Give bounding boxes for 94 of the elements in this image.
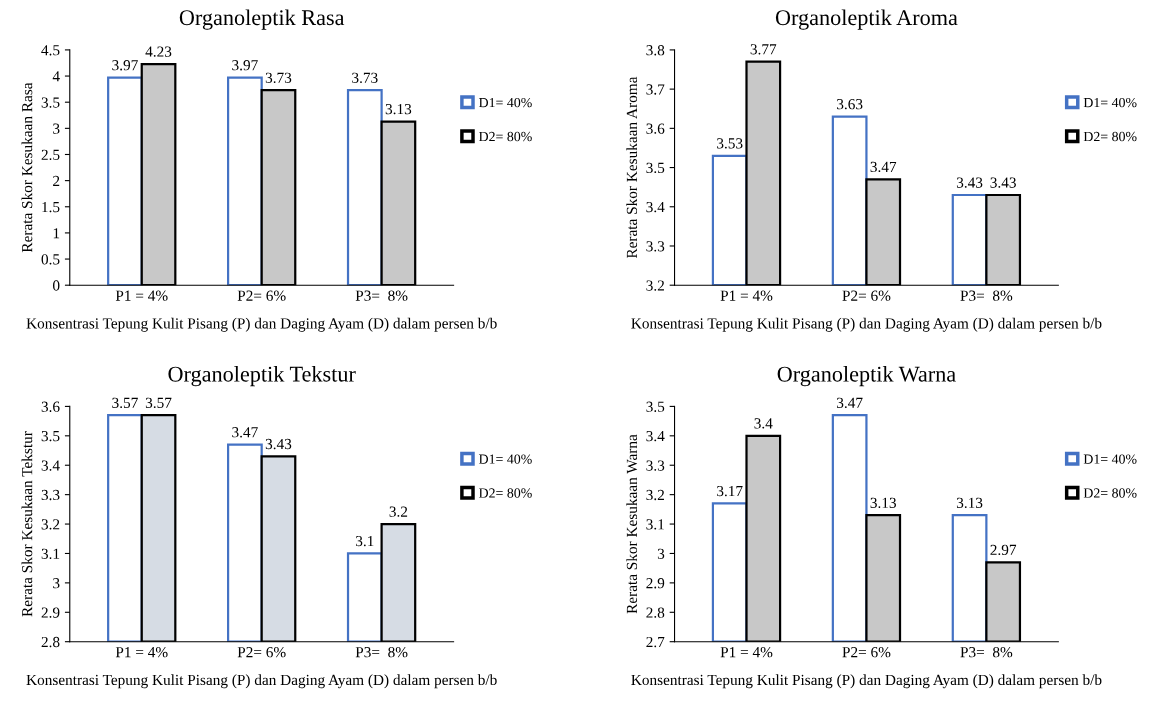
y-tick-label: 2: [53, 175, 60, 186]
y-axis-title: Rerata Skor Kesukaan Aroma: [626, 76, 638, 259]
y-tick-label: 2.9: [646, 578, 665, 589]
y-tick-label: 3: [53, 123, 60, 134]
data-label: 3.63: [837, 99, 863, 110]
y-tick-label: 4.5: [41, 45, 60, 56]
x-tick-label: P3= 8%: [960, 647, 1013, 658]
x-axis-title: Konsentrasi Tepung Kulit Pisang (P) dan Daging Ayam (D) dalam persen b/b: [631, 317, 1102, 332]
x-tick-label: P1 = 4%: [720, 647, 773, 658]
y-tick-label: 0: [53, 280, 60, 291]
data-label: 2.97: [990, 544, 1017, 556]
x-tick-label: P1 = 4%: [115, 647, 168, 658]
y-tick-label: 3.1: [646, 519, 664, 530]
data-label: 3.47: [232, 427, 258, 438]
x-tick-label: P2= 6%: [842, 647, 891, 658]
bar: [226, 76, 263, 286]
y-tick-label: 1: [53, 228, 60, 239]
x-axis-title: Konsentrasi Tepung Kulit Pisang (P) dan Daging Ayam (D) dalam persen b/b: [26, 317, 497, 332]
data-label: 3.97: [232, 60, 258, 71]
data-label: 3.77: [750, 44, 777, 55]
legend-label: D1= 40%: [478, 454, 532, 464]
data-label: 3.43: [990, 177, 1016, 188]
data-label: 3.57: [145, 397, 172, 409]
legend-label: D2= 80%: [478, 131, 532, 142]
legend-label: D2= 80%: [478, 488, 532, 498]
y-tick-label: 3.5: [646, 162, 665, 174]
y-tick-label: 0.5: [41, 254, 60, 265]
x-tick-label: P3= 8%: [960, 290, 1013, 301]
y-tick-label: 2.8: [41, 636, 60, 648]
data-label: 3.53: [717, 138, 743, 149]
y-tick-label: 3.3: [41, 489, 60, 501]
chart-title: Organoleptik Aroma: [775, 9, 958, 30]
data-label: 3.17: [717, 485, 743, 497]
y-tick-label: 3.3: [646, 241, 665, 252]
x-tick-label: P2= 6%: [237, 290, 286, 301]
y-axis-title: Rerata Skor Kesukaan Rasa: [21, 82, 33, 253]
x-axis-title: Konsentrasi Tepung Kulit Pisang (P) dan Daging Ayam (D) dalam persen b/b: [631, 674, 1102, 689]
x-tick-label: P2= 6%: [842, 290, 891, 301]
data-label: 3.4: [754, 418, 773, 429]
data-label: 3.13: [956, 497, 983, 509]
data-label: 3.47: [837, 397, 863, 409]
data-label: 4.23: [145, 46, 172, 57]
data-label: 3.73: [352, 72, 378, 83]
data-label: 3.13: [385, 104, 412, 115]
data-label: 3.43: [956, 177, 983, 188]
data-label: 3.97: [112, 60, 138, 71]
y-tick-label: 3.5: [646, 401, 665, 412]
legend-label: D2= 80%: [1083, 488, 1137, 498]
legend-label: D1= 40%: [478, 97, 532, 108]
y-tick-label: 3.5: [41, 97, 60, 108]
y-axis-title: Rerata Skor Kesukaan Tekstur: [21, 431, 33, 617]
data-label: 3.13: [870, 497, 896, 509]
chart-title: Organoleptik Rasa: [179, 9, 345, 30]
data-label: 3.1: [356, 535, 374, 547]
y-tick-label: 3.7: [646, 84, 665, 95]
bar: [107, 76, 143, 286]
y-tick-label: 4: [52, 71, 60, 82]
y-tick-label: 3.8: [646, 45, 665, 56]
y-axis-title: Rerata Skor Kesukaan Warna: [626, 434, 638, 614]
x-tick-label: P2= 6%: [237, 647, 286, 658]
y-tick-label: 3.6: [646, 123, 665, 134]
data-label: 3.73: [265, 72, 292, 83]
legend-label: D2= 80%: [1083, 131, 1137, 142]
x-tick-label: P1 = 4%: [720, 290, 773, 301]
y-tick-label: 3: [657, 548, 665, 559]
y-tick-label: 3.4: [646, 431, 665, 442]
y-tick-label: 3.5: [41, 431, 60, 442]
x-axis-title: Konsentrasi Tepung Kulit Pisang (P) dan Daging Ayam (D) dalam persen b/b: [26, 674, 497, 689]
x-tick-label: P1 = 4%: [115, 290, 168, 301]
legend-label: D1= 40%: [1083, 97, 1137, 108]
x-tick-label: P3= 8%: [355, 647, 408, 658]
data-label: 3.47: [870, 161, 897, 173]
data-label: 3.2: [389, 506, 408, 517]
y-tick-label: 2.8: [646, 607, 665, 618]
x-tick-label: P3= 8%: [355, 290, 408, 301]
y-tick-label: 2.9: [41, 607, 60, 618]
y-tick-label: 3.3: [646, 460, 665, 471]
legend-label: D1= 40%: [1083, 454, 1137, 464]
y-tick-label: 3.2: [41, 519, 60, 530]
y-tick-label: 1.5: [42, 201, 60, 213]
y-tick-label: 3.2: [646, 489, 664, 501]
y-tick-label: 3.4: [41, 460, 60, 471]
bar: [346, 89, 383, 286]
chart-title: Organoleptik Warna: [777, 365, 956, 387]
y-tick-label: 2.7: [646, 636, 665, 648]
y-tick-label: 3.6: [41, 401, 60, 412]
y-tick-label: 3.2: [646, 280, 664, 291]
y-tick-label: 2.5: [41, 149, 60, 160]
chart-title: Organoleptik Tekstur: [168, 365, 356, 387]
data-label: 3.43: [265, 438, 292, 450]
data-label: 3.57: [112, 397, 138, 409]
y-tick-label: 3: [53, 578, 60, 589]
y-tick-label: 3.4: [646, 201, 665, 213]
y-tick-label: 3.1: [41, 548, 60, 559]
